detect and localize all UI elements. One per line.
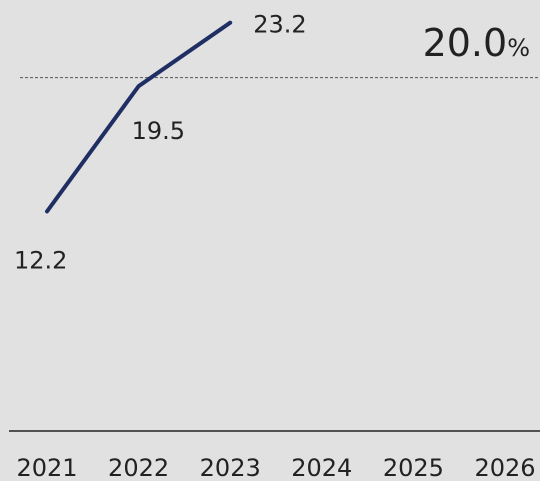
x-tick-2021: 2021 xyxy=(16,454,77,481)
x-tick-2023: 2023 xyxy=(200,454,261,481)
x-tick-2022: 2022 xyxy=(108,454,169,481)
x-tick-2024: 2024 xyxy=(291,454,352,481)
x-tick-2026: 2026 xyxy=(474,454,535,481)
reference-unit: % xyxy=(507,34,530,62)
data-label-2021: 12.2 xyxy=(14,246,67,274)
data-labels-group: 12.2 19.5 23.2 xyxy=(14,11,307,275)
series-group xyxy=(45,20,233,214)
data-label-2023: 23.2 xyxy=(253,11,306,39)
reference-group: 20.0% xyxy=(20,21,540,79)
x-tick-labels: 2021 2022 2023 2024 2025 2026 xyxy=(16,454,535,481)
x-tick-2025: 2025 xyxy=(383,454,444,481)
reference-value-label: 20.0% xyxy=(423,21,530,65)
data-label-2022: 19.5 xyxy=(132,117,185,145)
reference-value: 20.0 xyxy=(423,21,508,65)
